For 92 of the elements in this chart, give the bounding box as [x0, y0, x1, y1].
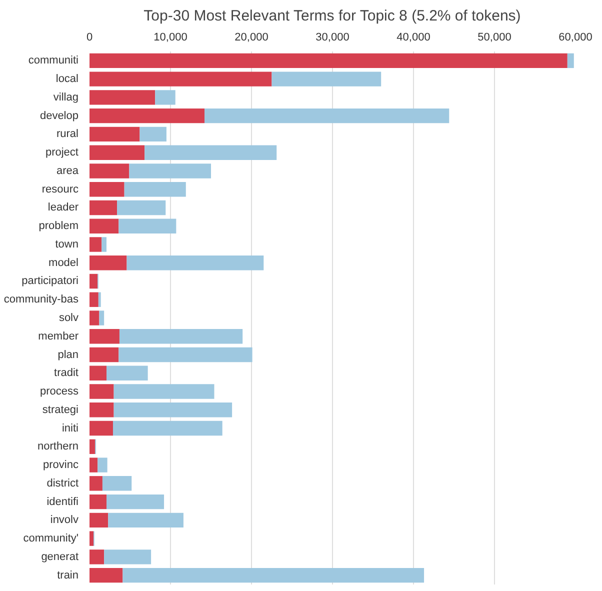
- y-tick-label: town: [55, 238, 79, 250]
- y-tick-label: model: [48, 256, 79, 269]
- bar: [122, 568, 424, 583]
- bar: [204, 108, 450, 124]
- y-tick-label: communiti: [28, 54, 78, 67]
- bar: [114, 384, 214, 399]
- y-tick-label: community-bas: [4, 294, 79, 306]
- y-tick-label: problem: [38, 220, 79, 232]
- x-tick-label: 40,000: [396, 32, 430, 44]
- bar: [90, 568, 123, 583]
- bar: [112, 420, 222, 436]
- chart-title: Top-30 Most Relevant Terms for Topic 8 (5.2% of tokens): [144, 8, 521, 24]
- bar: [119, 329, 243, 344]
- y-tick-label: community': [23, 532, 78, 545]
- bar: [567, 53, 574, 68]
- y-tick-label: develop: [40, 110, 79, 122]
- bar: [90, 53, 568, 68]
- y-tick-label: area: [56, 164, 80, 177]
- y-tick-label: member: [38, 330, 79, 342]
- bar: [90, 237, 102, 252]
- bar: [90, 347, 119, 362]
- y-tick-label: local: [56, 73, 78, 86]
- y-tick-label: northern: [38, 440, 79, 453]
- y-tick-label: rural: [56, 128, 79, 140]
- bar: [90, 218, 119, 234]
- x-tick-label: 50,000: [478, 32, 512, 44]
- bar: [90, 476, 102, 491]
- y-tick-label: resourc: [42, 183, 79, 196]
- y-tick-label: villag: [53, 91, 79, 104]
- bar: [90, 256, 127, 270]
- bar: [272, 72, 382, 86]
- bar: [140, 126, 166, 142]
- bar: [114, 402, 232, 418]
- bar: [126, 256, 264, 270]
- bar: [90, 550, 104, 564]
- x-tick-label: 30,000: [316, 32, 350, 44]
- y-tick-label: identifi: [46, 496, 78, 508]
- bar: [155, 90, 176, 105]
- y-tick-label: strategi: [42, 404, 79, 416]
- y-tick-label: participatori: [22, 275, 78, 288]
- y-tick-label: initi: [62, 422, 79, 434]
- bar: [90, 458, 98, 472]
- bar: [118, 218, 176, 234]
- bar: [90, 402, 114, 418]
- bar: [90, 439, 96, 454]
- bar: [117, 200, 166, 216]
- bar: [106, 366, 148, 380]
- bar: [90, 145, 145, 160]
- bar: [90, 72, 272, 86]
- bar: [129, 164, 211, 178]
- bar: [98, 458, 108, 472]
- bar: [90, 366, 107, 380]
- bar: [98, 292, 101, 307]
- y-tick-label: leader: [48, 202, 79, 214]
- bar: [90, 108, 205, 124]
- y-tick-label: district: [46, 477, 78, 490]
- y-tick-label: train: [57, 569, 79, 582]
- y-tick-label: solv: [58, 312, 79, 324]
- bar: [90, 126, 140, 142]
- bar: [90, 200, 118, 216]
- bar: [104, 550, 152, 564]
- bar: [90, 310, 100, 326]
- bar: [90, 494, 107, 510]
- y-tick-label: project: [45, 146, 79, 159]
- x-tick-label: 10,000: [154, 32, 188, 44]
- bar: [90, 512, 108, 528]
- y-tick-label: involv: [50, 514, 79, 526]
- bar: [90, 164, 130, 178]
- bar: [90, 292, 98, 307]
- bar: [124, 182, 186, 197]
- bar: [90, 384, 114, 399]
- bar: [90, 420, 113, 436]
- y-tick-label: tradit: [54, 367, 79, 380]
- bar: [90, 90, 156, 105]
- x-tick-label: 20,000: [234, 32, 268, 44]
- bar: [90, 531, 94, 546]
- bar: [108, 512, 184, 528]
- x-tick-label: 60,000: [558, 32, 592, 44]
- bar: [99, 310, 104, 326]
- bar: [102, 237, 107, 252]
- bar: [90, 274, 98, 289]
- bar: [90, 329, 120, 344]
- y-tick-label: process: [40, 386, 79, 398]
- y-tick-label: generat: [41, 550, 79, 563]
- bar: [102, 476, 132, 491]
- x-tick-label: 0: [86, 32, 93, 44]
- y-tick-label: plan: [58, 348, 78, 361]
- y-tick-label: provinc: [43, 459, 79, 472]
- bar: [118, 347, 252, 362]
- bar: [90, 182, 124, 197]
- bar: [106, 494, 164, 510]
- bar: [144, 145, 277, 160]
